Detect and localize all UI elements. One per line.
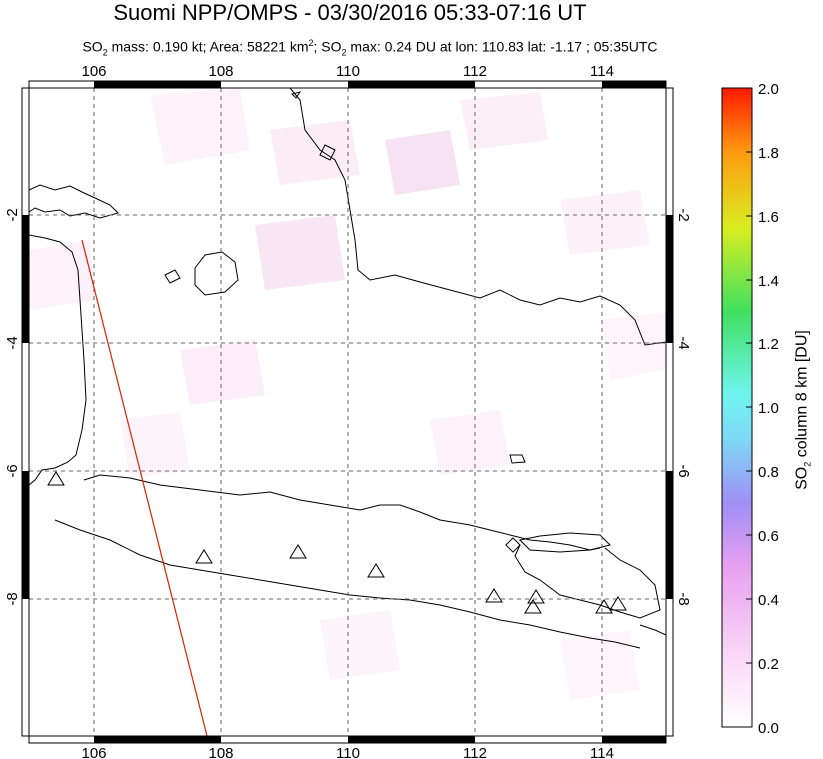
lat-tick-right: -4: [675, 336, 692, 349]
colorbar-tick-label: 0.4: [758, 592, 779, 609]
lat-tick-left: -4: [4, 336, 21, 349]
coastlines: [29, 88, 666, 649]
lat-tick-right: -2: [675, 208, 692, 221]
colorbar-tick-label: 0.8: [758, 464, 779, 481]
colorbar-tick-label: 1.0: [758, 400, 779, 417]
map-title: Suomi NPP/OMPS - 03/30/2016 05:33-07:16 …: [113, 0, 587, 25]
lat-tick-left: -2: [4, 208, 21, 221]
lon-tick-bottom: 110: [336, 745, 360, 759]
triangle-icon: [609, 596, 627, 611]
lon-tick-top: 110: [336, 63, 360, 80]
colorbar-tick-label: 1.4: [758, 273, 779, 290]
colorbar-labels: 2.0 1.8 1.6 1.4 1.2 1.0 0.8 0.6 0.4 0.2 …: [758, 81, 779, 737]
colorbar-tick-label: 0.6: [758, 528, 779, 545]
triangle-icon: [527, 589, 545, 604]
triangle-icon: [524, 599, 542, 614]
lon-tick-bottom: 112: [463, 745, 487, 759]
lon-ticks: 106 108 110 112 114 106 108 110 112 114: [81, 63, 613, 759]
lat-tick-left: -8: [4, 592, 21, 605]
lat-ticks-left: -2 -4 -6 -8: [4, 208, 21, 605]
colorbar-tick-label: 1.8: [758, 145, 779, 162]
triangle-icon: [47, 471, 65, 486]
map-frame: [21, 80, 674, 744]
triangle-icon: [595, 599, 613, 614]
colorbar-tick-label: 0.0: [758, 720, 779, 737]
diamond-icon: [505, 537, 521, 553]
lon-tick-top: 114: [590, 63, 614, 80]
lon-tick-bottom: 114: [590, 745, 614, 759]
colorbar-tick-label: 2.0: [758, 81, 779, 98]
colorbar-tick-label: 1.6: [758, 209, 779, 226]
so2-pixels: [29, 88, 666, 700]
lon-tick-top: 112: [463, 63, 487, 80]
lat-tick-left: -6: [4, 464, 21, 477]
colorbar-tick-label: 1.2: [758, 336, 779, 353]
lon-tick-top: 106: [81, 63, 106, 80]
lon-tick-bottom: 106: [81, 745, 106, 759]
lon-tick-bottom: 108: [208, 745, 233, 759]
lat-tick-right: -8: [675, 592, 692, 605]
map-subtitle: SO2 mass: 0.190 kt; Area: 58221 km2; SO2…: [82, 38, 658, 58]
colorbar-title: SO2 column 8 km [DU]: [793, 330, 813, 490]
orbit-track: [81, 239, 208, 736]
triangle-icon: [367, 563, 385, 578]
lon-tick-top: 108: [208, 63, 233, 80]
lat-tick-right: -6: [675, 464, 692, 477]
volcano-markers: [47, 471, 627, 614]
colorbar-ticks: [746, 87, 752, 728]
lat-ticks-right: -2 -4 -6 -8: [675, 208, 692, 605]
triangle-icon: [485, 588, 503, 603]
triangle-icon: [195, 549, 213, 564]
graticule: [29, 88, 666, 736]
triangle-icon: [289, 544, 307, 559]
colorbar-tick-label: 0.2: [758, 656, 779, 673]
